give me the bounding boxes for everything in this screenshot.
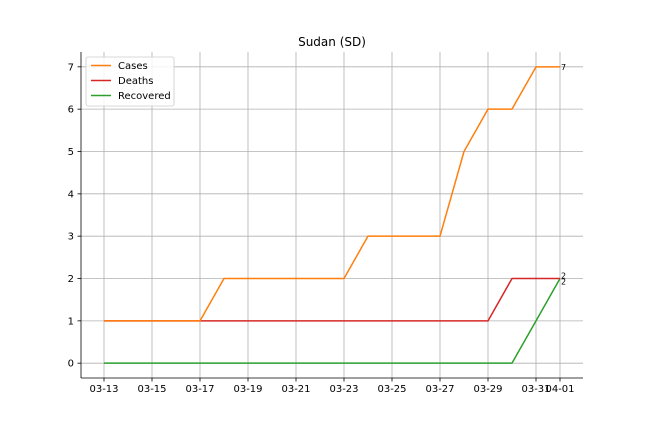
end-label-recovered: 2	[561, 278, 566, 287]
series-lines	[104, 66, 561, 364]
y-tick-label: 5	[68, 147, 74, 158]
legend-label-cases: Cases	[118, 61, 148, 72]
legend-box	[85, 56, 175, 107]
y-tick-label: 6	[68, 105, 74, 116]
legend-label-recovered: Recovered	[118, 91, 171, 102]
y-tick-label: 4	[68, 189, 74, 200]
axes: 03-13 03-15 03-17 03-19 03-21 03-23 03-25 03-27…	[68, 52, 583, 395]
x-tick-label: 03-21	[281, 384, 310, 395]
x-tick-label: 03-19	[233, 384, 262, 395]
x-tick-label: 03-15	[137, 384, 166, 395]
x-tick-label: 03-31	[521, 384, 550, 395]
x-tick-label: 03-17	[185, 384, 214, 395]
legend: Cases Deaths Recovered	[85, 56, 175, 107]
legend-label-deaths: Deaths	[118, 76, 153, 87]
y-tick-label: 7	[68, 62, 74, 73]
x-tick-label: 03-29	[473, 384, 502, 395]
x-tick-label: 03-23	[329, 384, 358, 395]
y-tick-label: 2	[68, 274, 74, 285]
end-label-deaths: 2	[561, 272, 566, 281]
series-line-cases	[104, 66, 560, 322]
x-tick-label: 03-13	[89, 384, 118, 395]
series-line-deaths	[104, 277, 560, 322]
x-tick-label: 03-27	[425, 384, 454, 395]
series-line-recovered	[104, 278, 561, 364]
y-tick-label: 0	[68, 359, 74, 370]
y-tick-label: 3	[68, 232, 74, 243]
x-tick-label: 04-01	[545, 384, 574, 395]
end-labels: 7 22	[561, 63, 566, 287]
y-tick-label: 1	[68, 316, 74, 327]
chart-title: Sudan (SD)	[298, 35, 366, 49]
end-label-cases: 7	[561, 63, 566, 72]
x-tick-label: 03-25	[377, 384, 406, 395]
